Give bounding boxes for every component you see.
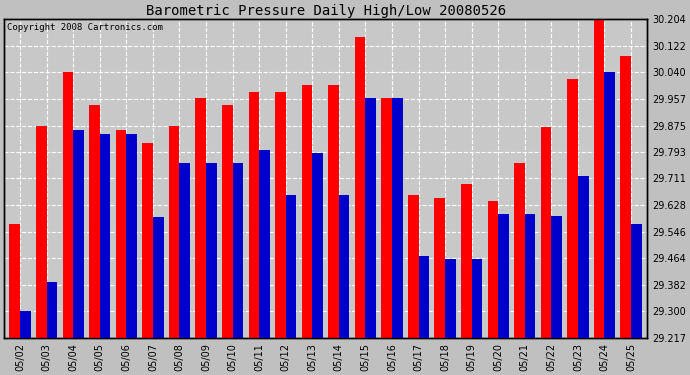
Bar [461,184,472,338]
Bar [551,216,562,338]
Bar [604,72,615,338]
Bar [142,143,153,338]
Bar [153,217,164,338]
Bar [541,127,551,338]
Bar [408,195,419,338]
Bar [631,224,642,338]
Bar [195,98,206,338]
Bar [302,85,313,338]
Bar [472,260,482,338]
Bar [275,92,286,338]
Bar [47,282,57,338]
Bar [620,56,631,338]
Bar [488,201,498,338]
Bar [578,176,589,338]
Bar [445,260,455,338]
Bar [328,85,339,338]
Bar [222,105,233,338]
Bar [392,98,402,338]
Text: Copyright 2008 Cartronics.com: Copyright 2008 Cartronics.com [8,22,164,32]
Bar [498,214,509,338]
Bar [525,214,535,338]
Bar [169,126,179,338]
Bar [339,195,349,338]
Bar [63,72,73,338]
Bar [206,163,217,338]
Bar [179,163,190,338]
Bar [594,20,604,338]
Bar [259,150,270,338]
Bar [73,130,84,338]
Bar [10,224,20,338]
Bar [382,98,392,338]
Bar [126,134,137,338]
Bar [313,153,323,338]
Bar [366,98,376,338]
Bar [567,79,578,338]
Bar [20,311,31,338]
Bar [435,198,445,338]
Bar [116,130,126,338]
Bar [248,92,259,338]
Bar [89,105,100,338]
Bar [36,126,47,338]
Bar [514,163,525,338]
Bar [100,134,110,338]
Bar [233,163,244,338]
Bar [286,195,296,338]
Bar [355,37,366,338]
Title: Barometric Pressure Daily High/Low 20080526: Barometric Pressure Daily High/Low 20080… [146,4,506,18]
Bar [419,256,429,338]
